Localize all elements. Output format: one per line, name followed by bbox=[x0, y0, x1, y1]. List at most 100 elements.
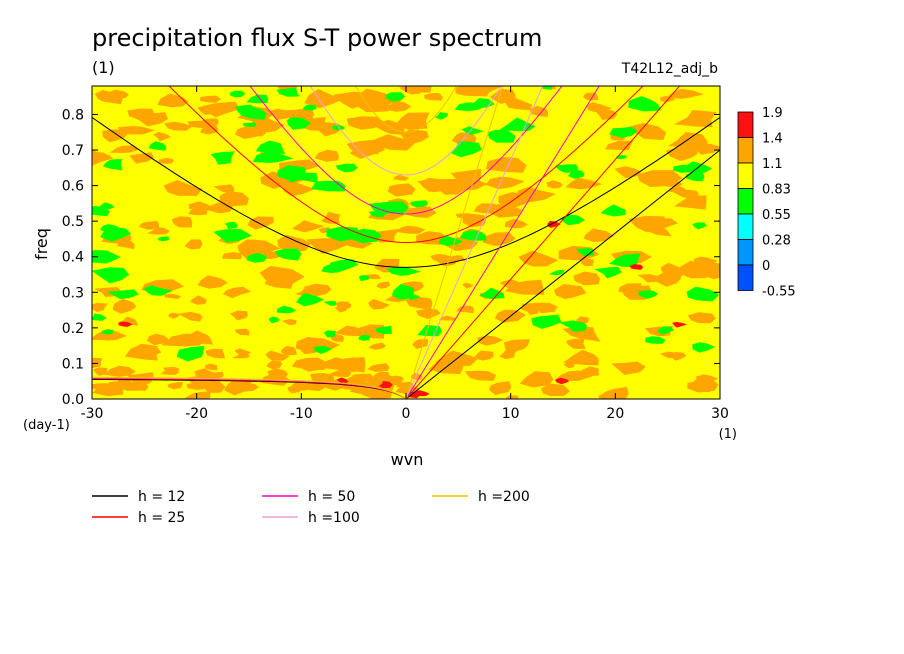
dispersion-curve-layer bbox=[92, 86, 720, 399]
x-axis-label: wvn bbox=[391, 450, 424, 469]
contour-patch-orange bbox=[655, 271, 682, 287]
contour-patch-orange bbox=[566, 338, 586, 349]
contour-patch-orange bbox=[183, 390, 211, 399]
colorbar-level-label: 1.4 bbox=[762, 132, 783, 147]
contour-patch-orange bbox=[167, 381, 183, 390]
legend-label: h =100 bbox=[308, 510, 360, 526]
contour-patch-orange bbox=[679, 260, 719, 279]
contour-patch-green bbox=[92, 267, 130, 284]
contour-patch-orange bbox=[586, 102, 612, 113]
contour-patch-orange bbox=[376, 281, 390, 289]
contour-patch-orange bbox=[200, 95, 222, 103]
chart-subtitle: (1) bbox=[92, 58, 115, 77]
contour-patch-green bbox=[686, 172, 705, 182]
contour-patch-green bbox=[210, 151, 235, 165]
contour-patch-orange bbox=[116, 238, 135, 250]
contour-patch-green bbox=[410, 200, 429, 208]
contour-patch-green bbox=[252, 151, 294, 163]
contour-patch-orange bbox=[327, 369, 352, 377]
contour-patch-orange bbox=[581, 258, 594, 267]
contour-patch-orange bbox=[349, 382, 379, 395]
contour-patch-orange bbox=[334, 325, 363, 337]
y-axis-units: (day-1) bbox=[23, 418, 70, 433]
colorbar-level-label: 0.83 bbox=[762, 183, 791, 198]
contour-patch-green bbox=[459, 230, 487, 241]
contour-patch-orange bbox=[583, 92, 599, 101]
contour-patch-green bbox=[548, 269, 565, 276]
contour-patch-green bbox=[541, 86, 552, 90]
contour-patch-orange bbox=[529, 105, 549, 117]
colorbar-swatch bbox=[737, 264, 754, 291]
contour-patch-green bbox=[92, 250, 121, 264]
contour-patch-orange bbox=[230, 310, 248, 321]
contour-patch-orange bbox=[598, 392, 618, 399]
contour-patch-orange bbox=[486, 157, 527, 173]
contour-patch-orange bbox=[93, 367, 108, 376]
contour-patch-red bbox=[672, 321, 688, 328]
contour-patch-orange bbox=[266, 360, 283, 370]
x-tick-label: -20 bbox=[185, 406, 208, 422]
contour-patch-orange bbox=[400, 129, 429, 145]
contour-patch-orange bbox=[184, 239, 203, 250]
contour-patch-green bbox=[386, 266, 421, 276]
contour-patch-green bbox=[314, 346, 332, 354]
contour-patch-orange bbox=[237, 239, 281, 259]
contour-patch-red bbox=[629, 264, 644, 270]
contour-patch-green bbox=[657, 326, 674, 335]
kelvin-curve bbox=[405, 149, 720, 399]
contour-patch-green bbox=[323, 330, 336, 338]
colorbar-level-label: 0.55 bbox=[762, 208, 791, 223]
contour-patch-orange bbox=[415, 308, 441, 319]
contour-patch-orange bbox=[373, 134, 415, 151]
contour-patch-green bbox=[158, 236, 170, 242]
contour-patch-orange bbox=[695, 374, 719, 382]
contour-patch-orange bbox=[456, 305, 475, 314]
contour-patch-green bbox=[594, 266, 622, 279]
contour-patch-orange bbox=[282, 179, 316, 197]
rossby-curve bbox=[92, 376, 407, 399]
contour-patch-green bbox=[628, 96, 661, 112]
contour-patch-orange bbox=[562, 349, 599, 366]
contour-patch-orange bbox=[314, 149, 339, 162]
contour-patch-green bbox=[487, 129, 516, 143]
contour-patch-orange bbox=[674, 110, 717, 128]
contour-patch-green bbox=[600, 204, 626, 217]
contour-patch-orange bbox=[489, 88, 517, 104]
plot-area bbox=[92, 86, 720, 399]
y-axis-label: freq bbox=[32, 228, 51, 260]
inertia-gravity-curve bbox=[354, 86, 458, 133]
contour-patch-orange bbox=[109, 145, 140, 153]
colorbar-swatch bbox=[737, 162, 754, 189]
colorbar-level-label: 0 bbox=[762, 259, 770, 274]
x-tick-label: 20 bbox=[606, 406, 624, 422]
contour-patch-green bbox=[276, 87, 300, 97]
contour-patch-green bbox=[439, 235, 464, 246]
kelvin-curve bbox=[405, 86, 544, 399]
contour-patch-green bbox=[329, 259, 359, 273]
contour-patch-orange bbox=[576, 316, 589, 324]
legend-label: h = 12 bbox=[138, 489, 185, 505]
contour-patch-red bbox=[118, 321, 133, 327]
contour-patch-orange bbox=[368, 342, 387, 350]
contour-patch-orange bbox=[277, 234, 311, 253]
contour-patch-orange bbox=[160, 369, 180, 375]
contour-patch-orange bbox=[395, 225, 426, 234]
contour-patch-green bbox=[637, 290, 658, 299]
contour-patch-orange bbox=[177, 311, 203, 322]
contour-patch-green bbox=[92, 205, 110, 217]
contour-patch-green bbox=[358, 334, 370, 341]
colorbar-swatch bbox=[737, 213, 754, 240]
contour-patch-green bbox=[107, 289, 139, 300]
contour-patch-orange bbox=[188, 330, 213, 345]
contour-patch-orange bbox=[197, 275, 228, 289]
contour-patch-orange bbox=[92, 151, 114, 166]
contour-patch-orange bbox=[334, 306, 348, 313]
contour-patch-green bbox=[323, 301, 337, 306]
contour-patch-orange bbox=[168, 312, 180, 319]
contour-patch-orange bbox=[505, 395, 519, 399]
contour-patch-orange bbox=[219, 190, 250, 207]
contour-patch-orange bbox=[490, 236, 514, 246]
contour-patch-orange bbox=[647, 218, 678, 231]
contour-patch-orange bbox=[687, 312, 716, 324]
contour-patch-green bbox=[479, 287, 505, 300]
